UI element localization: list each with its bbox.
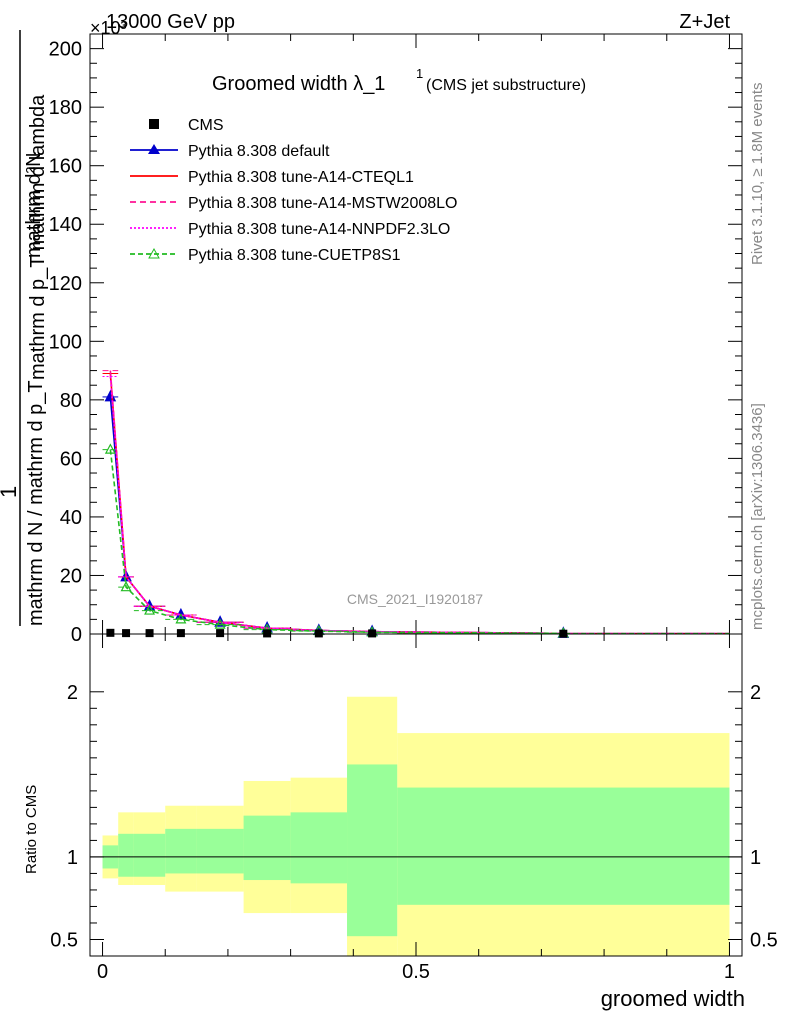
point-cuetp8s1 — [214, 618, 226, 629]
ylabel-lower-denominator: mathrm d N / mathrm d p_T — [25, 380, 47, 626]
point-cuetp8s1 — [175, 613, 187, 624]
cms-data-point — [122, 629, 131, 638]
ratio-bands — [90, 696, 742, 956]
legend-entry: Pythia 8.308 tune-A14-NNPDF2.3LO — [130, 221, 450, 238]
main-axes: 0 20 40 60 80 100 120 140 160 180 200 — [49, 34, 742, 646]
cms-data-point — [263, 629, 272, 638]
legend-entry: Pythia 8.308 tune-A14-CTEQL1 — [130, 169, 414, 186]
ratio-inner-band — [118, 833, 134, 877]
ylabel-upper-denominator: mathrm d p_T mathrm d lambda — [27, 94, 49, 380]
series-line-nnpdf — [109, 376, 564, 635]
series-line-cuetp8s1 — [109, 449, 564, 635]
ratio-y-tick-label: 0.5 — [50, 929, 78, 951]
title-sub: (CMS jet substructure) — [426, 77, 586, 94]
legend-marker-cms — [149, 119, 159, 129]
y-tick-label: 0 — [71, 624, 82, 646]
x-tick-label: 1 — [724, 961, 735, 983]
point-cuetp8s1 — [120, 580, 132, 592]
ratio-y-tick-label: 2 — [67, 682, 78, 704]
legend-marker-default — [148, 144, 160, 154]
cms-data-point — [176, 629, 185, 638]
cms-data-point — [368, 629, 377, 638]
ratio-inner-band — [165, 828, 197, 874]
legend-label: Pythia 8.308 default — [188, 143, 330, 160]
legend-marker-cuetp8s1 — [148, 247, 160, 259]
ratio-inner-band — [397, 787, 730, 905]
y-tick-label: 40 — [60, 507, 82, 529]
legend-label: Pythia 8.308 tune-CUETP8S1 — [188, 247, 401, 264]
ratio-inner-band — [290, 812, 348, 884]
y-tick-label: 120 — [49, 273, 82, 295]
y-tick-label: 160 — [49, 156, 82, 178]
mcplots-label: mcplots.cern.ch [arXiv:1306.3436] — [749, 403, 766, 630]
cms-data-point — [145, 629, 154, 638]
title-sup: 1 — [416, 66, 423, 81]
ratio-ylabel: Ratio to CMS — [23, 785, 40, 874]
legend-label: Pythia 8.308 tune-A14-NNPDF2.3LO — [188, 221, 450, 238]
series-line-default — [109, 396, 564, 635]
y-tick-label: 100 — [49, 331, 82, 353]
title-main: Groomed width — [212, 73, 348, 95]
header-exponent: ×10³ — [90, 18, 127, 38]
ylabel-one: 1 — [0, 486, 21, 498]
ratio-inner-band — [347, 764, 398, 937]
x-tick-label: 0 — [97, 961, 108, 983]
ratio-y-tick-label-right: 2 — [750, 682, 761, 704]
title-lambda: λ_1 — [353, 73, 385, 95]
point-default — [104, 389, 117, 402]
legend-label: CMS — [188, 117, 224, 134]
y-tick-label: 200 — [49, 39, 82, 61]
svg-text:Groomed width λ_1: Groomed width λ_1 — [212, 73, 385, 95]
x-axis-label: groomed width — [601, 986, 745, 1011]
legend-label: Pythia 8.308 tune-A14-CTEQL1 — [188, 169, 414, 186]
cms-data-point — [106, 628, 115, 637]
ratio-y-tick-label-right: 0.5 — [750, 929, 778, 951]
ratio-axes: 0.5 0.5 1 1 2 2 0 0.5 1 — [50, 634, 778, 983]
plot-title: Groomed width λ_1 1 (CMS jet substructur… — [212, 66, 586, 95]
ratio-inner-band — [196, 828, 244, 874]
legend-entry: Pythia 8.308 tune-CUETP8S1 — [130, 247, 401, 264]
y-tick-label: 180 — [49, 97, 82, 119]
y-tick-label: 60 — [60, 448, 82, 470]
series-line-mstw — [109, 370, 564, 635]
main-series — [102, 370, 730, 638]
analysis-watermark: CMS_2021_I1920187 — [347, 591, 483, 607]
legend-entry: Pythia 8.308 tune-A14-MSTW2008LO — [130, 195, 457, 212]
header-right: Z+Jet — [679, 11, 730, 33]
ratio-inner-band — [133, 833, 166, 877]
y-tick-label: 20 — [60, 565, 82, 587]
header-left: 13000 GeV pp — [106, 11, 235, 33]
ratio-y-tick-label-right: 1 — [750, 847, 761, 869]
y-tick-label: 140 — [49, 214, 82, 236]
ratio-y-tick-label: 1 — [67, 847, 78, 869]
legend-entry: Pythia 8.308 default — [130, 143, 330, 160]
ylabel-numerator: mathrm d²N — [23, 152, 45, 258]
point-cuetp8s1 — [104, 443, 116, 454]
cms-data-point — [216, 629, 225, 638]
y-tick-label: 80 — [60, 390, 82, 412]
series-line-cteql1 — [109, 373, 564, 635]
rivet-label: Rivet 3.1.10, ≥ 1.8M events — [749, 83, 766, 266]
ylabel-lower: mathrm d N / mathrm d p_T — [25, 380, 47, 626]
x-tick-label: 0.5 — [402, 961, 430, 983]
legend-entry: CMS — [149, 117, 224, 134]
legend: CMS Pythia 8.308 default Pythia 8.308 tune… — [130, 117, 457, 264]
ratio-inner-band — [243, 815, 291, 881]
main-ylabel: mathrm d²N mathrm d p_T mathrm d lambda … — [0, 30, 49, 626]
point-cuetp8s1 — [144, 604, 156, 615]
legend-label: Pythia 8.308 tune-A14-MSTW2008LO — [188, 195, 457, 212]
cms-data-point — [314, 629, 323, 638]
